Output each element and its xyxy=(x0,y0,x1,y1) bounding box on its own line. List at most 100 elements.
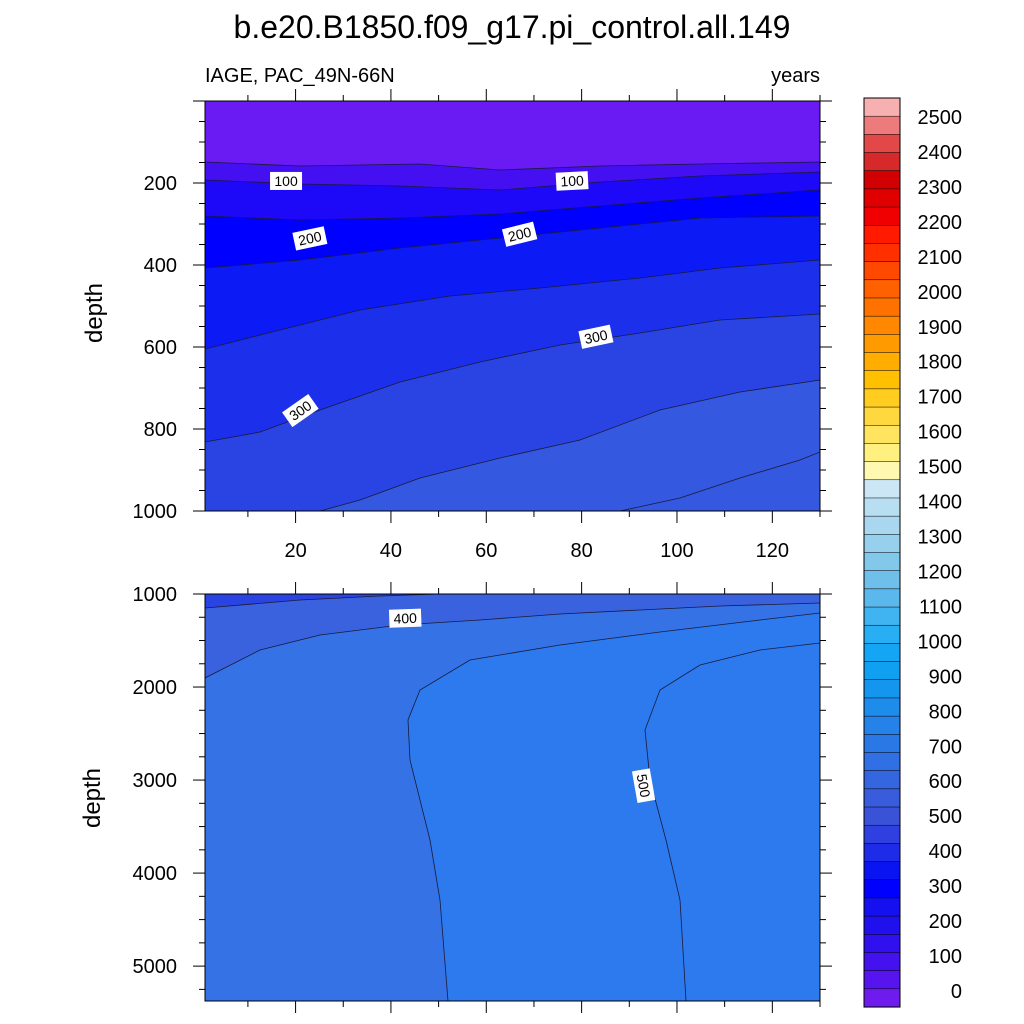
x-tick-label: 40 xyxy=(380,540,402,562)
colorbar-box xyxy=(863,697,901,717)
x-axis-ticks xyxy=(247,582,821,1013)
colorbar-label: 100 xyxy=(929,946,962,968)
colorbar-box xyxy=(863,970,901,990)
colorbar-box xyxy=(863,861,901,881)
lower-panel: 1000 2000 3000 4000 5000 400 500 xyxy=(133,582,832,1013)
colorbar-box xyxy=(863,897,901,917)
colorbar-box xyxy=(863,243,901,263)
contour-label: 200 xyxy=(501,221,538,247)
colorbar-box xyxy=(863,752,901,772)
contour-line-5 xyxy=(205,259,820,350)
x-tick-label: 100 xyxy=(660,540,693,562)
colorbar-box xyxy=(863,606,901,626)
contour-line-2 xyxy=(205,602,820,679)
contour-label: 300 xyxy=(578,324,614,349)
colorbar-box xyxy=(863,934,901,954)
colorbar-box xyxy=(863,388,901,408)
y-tick-label: 600 xyxy=(144,337,177,359)
colorbar-box xyxy=(863,424,901,444)
colorbar-label: 1500 xyxy=(918,457,963,479)
contour-line-3 xyxy=(205,189,820,221)
colorbar-label: 0 xyxy=(951,981,962,1003)
colorbar-box xyxy=(863,915,901,935)
colorbar-label: 2000 xyxy=(918,282,963,304)
y-tick-label: 5000 xyxy=(133,956,178,978)
colorbar-box xyxy=(863,115,901,135)
y-tick-label: 3000 xyxy=(133,770,178,792)
contour-label: 100 xyxy=(270,171,303,190)
colorbar-label: 2300 xyxy=(918,177,963,199)
colorbar-box xyxy=(863,152,901,172)
colorbar-box xyxy=(863,806,901,826)
contour-fill-level-4 xyxy=(645,643,820,1001)
colorbar-label: 1900 xyxy=(918,317,963,339)
colorbar-box xyxy=(863,479,901,499)
upper-ylabel: depth xyxy=(81,283,108,343)
colorbar-box xyxy=(863,770,901,790)
colorbar-label: 1400 xyxy=(918,492,963,514)
contour-fill-level-8 xyxy=(620,452,820,511)
contour-line-7 xyxy=(319,379,820,511)
y-axis-ticks xyxy=(193,593,832,990)
x-axis-ticks xyxy=(247,89,821,523)
contour-label: 100 xyxy=(555,171,589,191)
colorbar-box xyxy=(863,624,901,644)
contour-line-8 xyxy=(619,451,820,511)
colorbar-label: 2400 xyxy=(918,142,963,164)
colorbar-box xyxy=(863,879,901,899)
colorbar-label: 200 xyxy=(929,911,962,933)
colorbar-box xyxy=(863,461,901,481)
colorbar-label: 2100 xyxy=(918,247,963,269)
colorbar-box xyxy=(863,952,901,972)
colorbar-label: 1300 xyxy=(918,527,963,549)
colorbar-box xyxy=(863,679,901,699)
y-tick-label: 800 xyxy=(144,419,177,441)
svg-text:100: 100 xyxy=(560,172,584,189)
colorbar-label: 700 xyxy=(929,736,962,758)
svg-text:200: 200 xyxy=(297,228,323,249)
y-tick-label: 4000 xyxy=(133,863,178,885)
contour-line-3 xyxy=(407,612,820,1001)
svg-text:400: 400 xyxy=(393,610,417,627)
colorbar-box xyxy=(863,661,901,681)
colorbar-box xyxy=(863,497,901,517)
units-label: years xyxy=(771,65,820,87)
colorbar-box xyxy=(863,534,901,554)
y-tick-label: 200 xyxy=(144,173,177,195)
colorbar-label: 2500 xyxy=(918,107,963,129)
colorbar-box xyxy=(863,824,901,844)
contour-line-6 xyxy=(205,313,820,443)
colorbar-box xyxy=(863,225,901,244)
colorbar-box xyxy=(863,334,901,354)
colorbar-box xyxy=(863,988,901,1008)
contour-line-1 xyxy=(205,594,820,609)
contour-label: 400 xyxy=(388,608,422,628)
colorbar-label: 2200 xyxy=(918,212,963,234)
colorbar-label: 1100 xyxy=(919,596,962,618)
left-variable-label: IAGE, PAC_49N-66N xyxy=(205,65,395,87)
contour-line-4 xyxy=(205,215,820,269)
colorbar-box xyxy=(863,515,901,535)
colorbar-label: 1800 xyxy=(918,352,963,374)
colorbar-box xyxy=(863,352,901,372)
colorbar-box xyxy=(863,134,901,154)
colorbar-box xyxy=(863,206,901,226)
colorbar-box xyxy=(863,279,901,299)
colorbar-box xyxy=(863,97,901,117)
contour-fills xyxy=(205,101,820,511)
colorbar-box xyxy=(863,261,901,281)
colorbar-label: 1700 xyxy=(918,387,963,409)
x-tick-label: 80 xyxy=(571,540,593,562)
chart-title: b.e20.B1850.f09_g17.pi_control.all.149 xyxy=(234,9,791,45)
colorbar-box xyxy=(863,843,901,863)
colorbar-box xyxy=(863,788,901,808)
colorbar-box xyxy=(863,588,901,608)
svg-text:300: 300 xyxy=(583,326,609,347)
svg-text:100: 100 xyxy=(274,173,298,189)
colorbar-label: 1600 xyxy=(918,422,963,444)
colorbar-box xyxy=(863,443,901,463)
upper-panel: 20 40 60 80 100 120 200 400 600 800 1000 100 100 200 2… xyxy=(133,89,832,562)
contour-label: 200 xyxy=(292,226,328,251)
x-tick-label: 20 xyxy=(284,540,306,562)
